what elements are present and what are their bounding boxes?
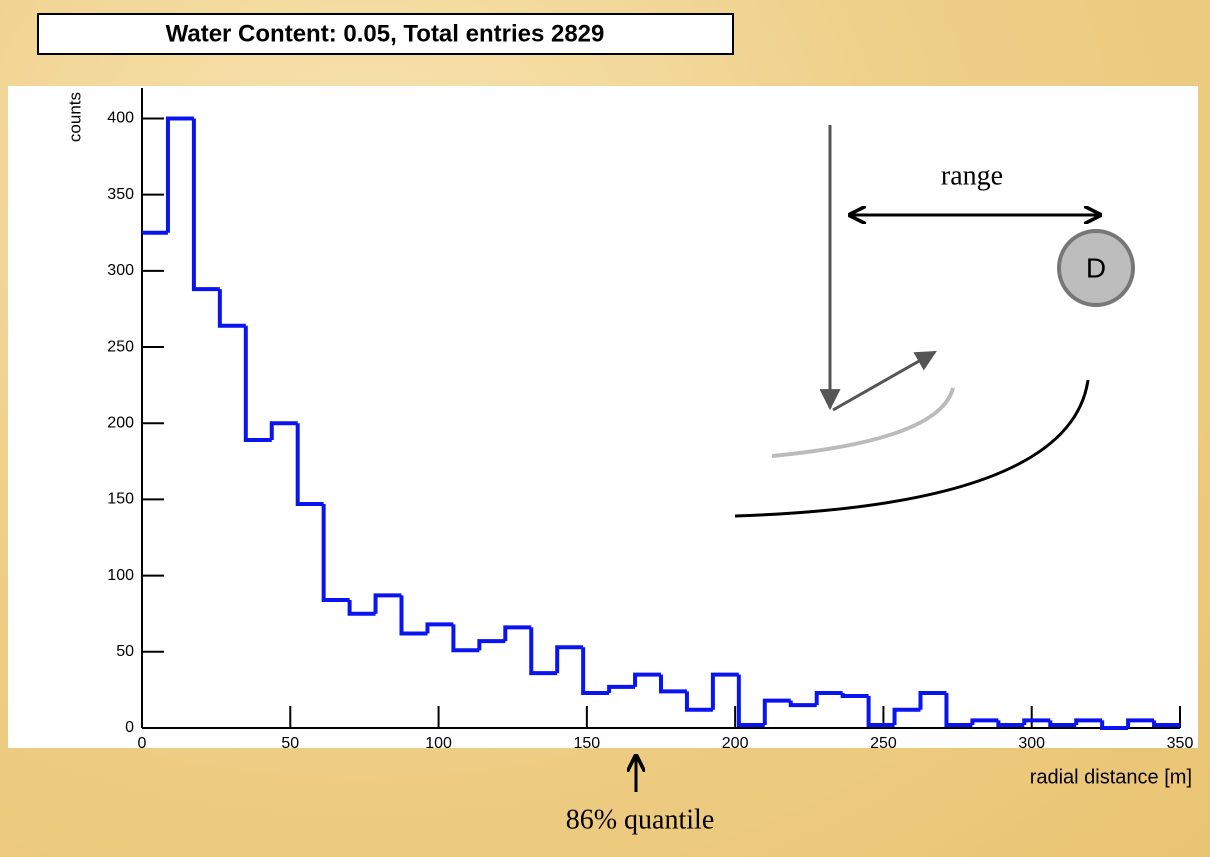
y-tick-label: 350 (107, 186, 134, 203)
y-tick-label: 200 (107, 414, 134, 431)
annotation: D (1086, 252, 1106, 283)
x-tick-label: 100 (425, 735, 452, 752)
plot-background (8, 86, 1198, 748)
y-tick-label: 150 (107, 491, 134, 508)
y-tick-label: 300 (107, 262, 134, 279)
x-axis-label: radial distance [m] (1030, 766, 1192, 788)
y-axis-label: counts (65, 92, 84, 142)
chart: Water Content: 0.05, Total entries 2829 … (0, 0, 1210, 857)
x-tick-label: 0 (138, 735, 147, 752)
y-tick-label: 0 (125, 719, 134, 736)
y-tick-label: 250 (107, 338, 134, 355)
x-tick-label: 150 (574, 735, 601, 752)
y-tick-label: 50 (116, 643, 134, 660)
annotation: range (941, 160, 1003, 191)
annotation: 86% quantile (566, 804, 715, 835)
x-tick-label: 200 (722, 735, 749, 752)
x-tick-label: 250 (870, 735, 897, 752)
x-tick-label: 350 (1167, 735, 1194, 752)
chart-title: Water Content: 0.05, Total entries 2829 (166, 20, 605, 47)
x-tick-label: 300 (1018, 735, 1045, 752)
y-tick-label: 400 (107, 110, 134, 127)
y-tick-label: 100 (107, 567, 134, 584)
page: {"chart_data": {"type": "histogram", "ti… (0, 0, 1210, 857)
x-tick-label: 50 (281, 735, 299, 752)
